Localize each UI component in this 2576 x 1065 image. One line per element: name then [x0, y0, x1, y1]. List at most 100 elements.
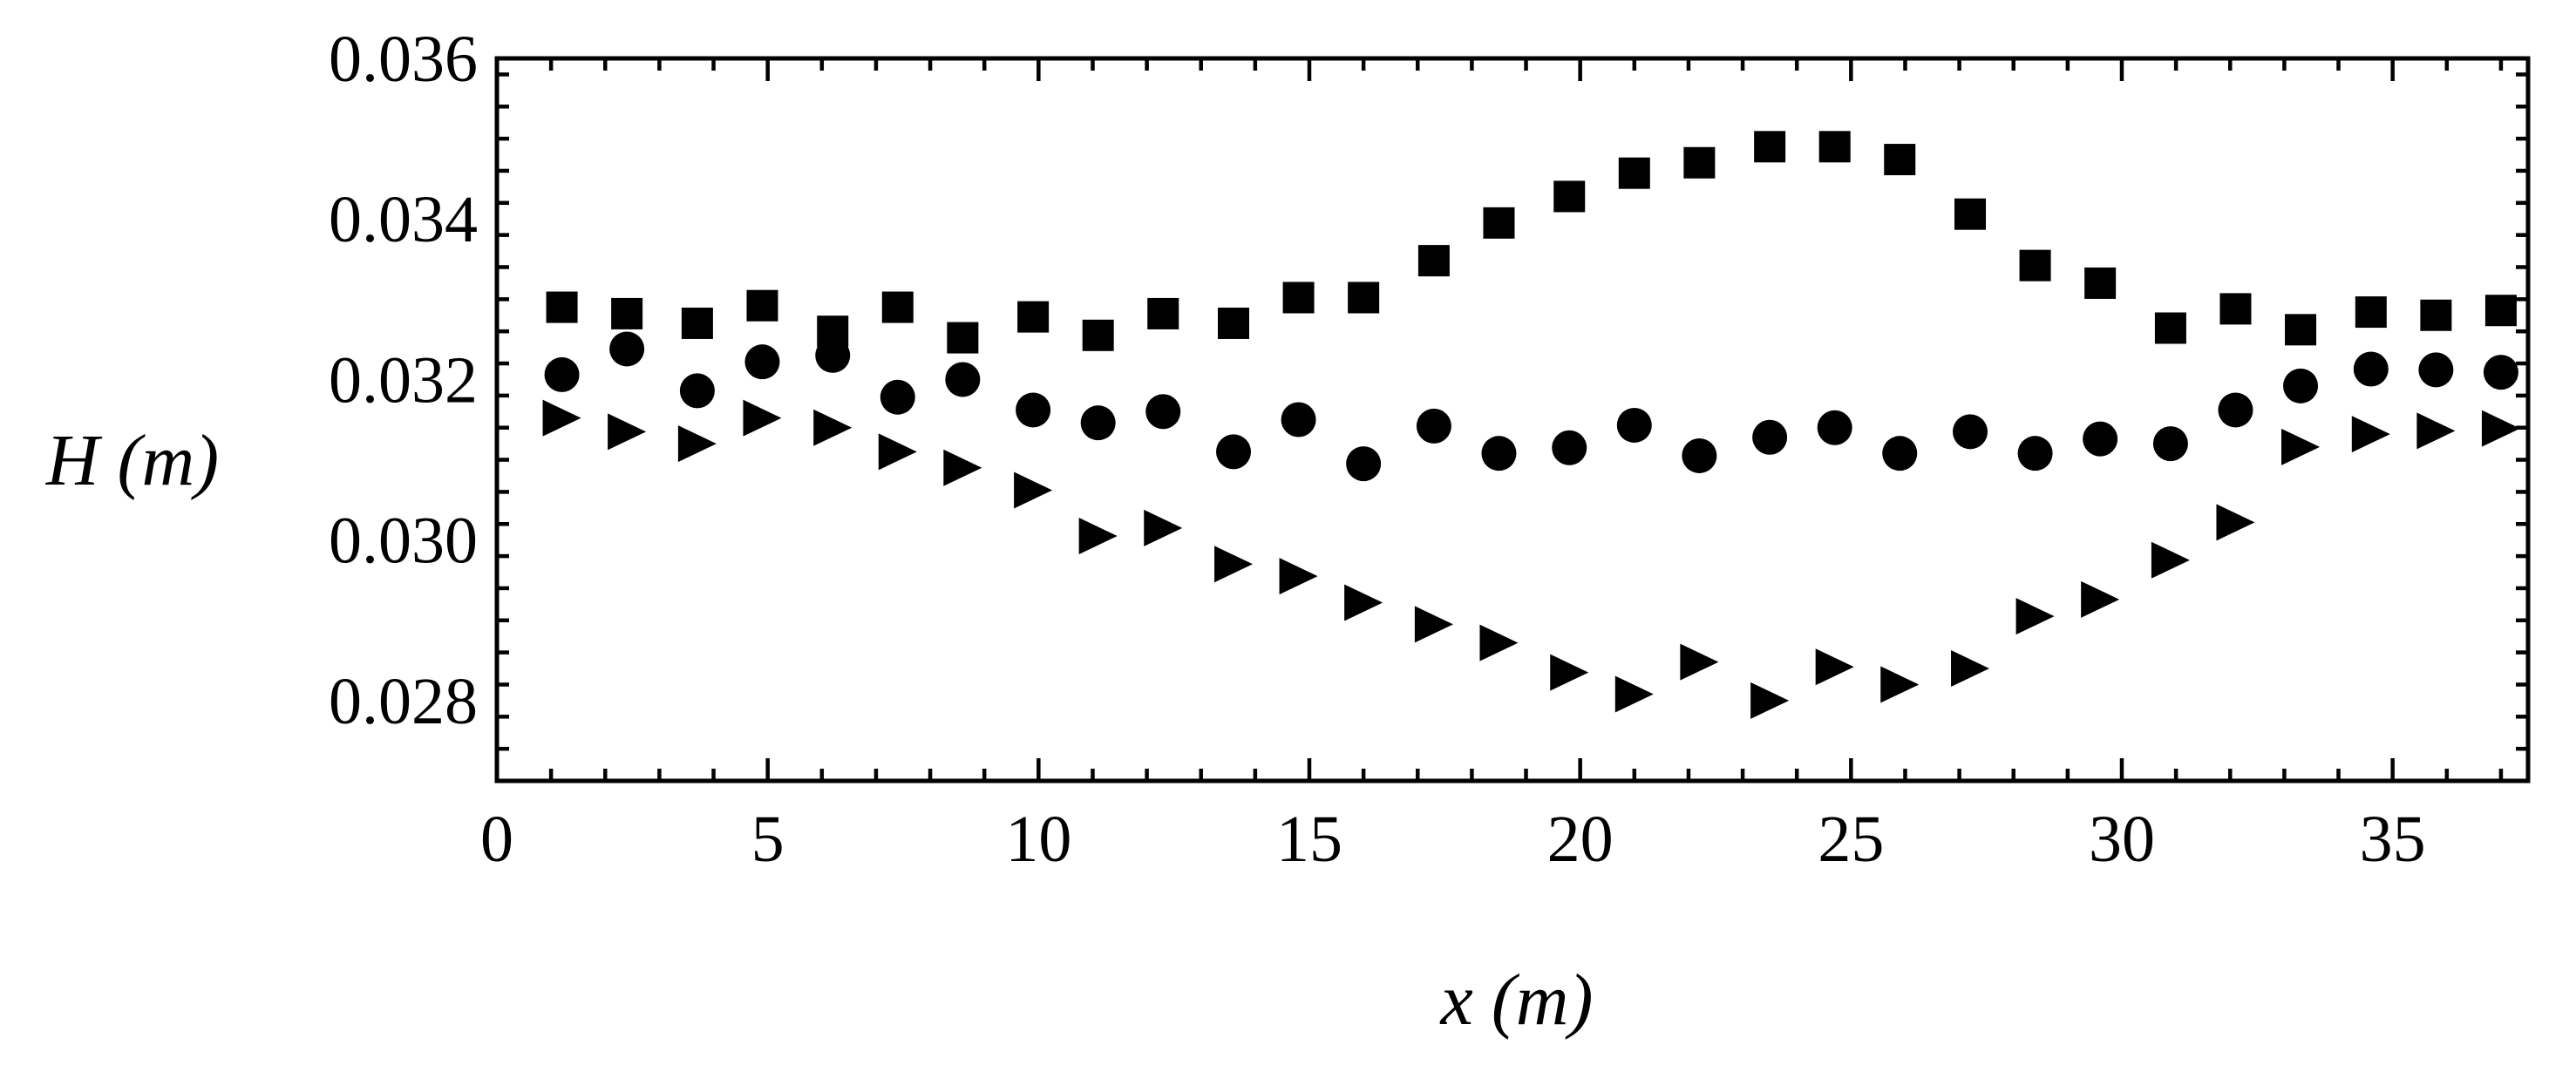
triangle-point: [1951, 650, 1990, 688]
circle-point: [544, 356, 580, 392]
x-tick-label: 5: [751, 803, 785, 876]
y-tick-label: 0.032: [329, 343, 478, 417]
triangle-point: [1880, 666, 1920, 703]
square-point: [1282, 282, 1315, 314]
square-point: [1417, 245, 1450, 277]
square-point: [2219, 293, 2252, 325]
square-point: [947, 322, 979, 354]
triangle-point: [2216, 504, 2255, 541]
square-point: [881, 291, 914, 323]
x-tick-label: 0: [480, 803, 513, 876]
circle-point: [1216, 434, 1252, 470]
square-point: [1754, 131, 1786, 163]
x-tick-label: 30: [2089, 803, 2155, 876]
y-tick-label: 0.036: [329, 23, 478, 96]
x-tick-label: 20: [1547, 803, 1614, 876]
square-point: [1082, 319, 1114, 351]
triangle-point: [1214, 546, 1254, 583]
circle-point: [1552, 430, 1587, 465]
triangle-point: [1078, 518, 1118, 555]
triangle-point: [2281, 428, 2321, 465]
circle-point: [2418, 352, 2454, 388]
circle-point: [679, 373, 715, 409]
triangle-point: [1279, 558, 1318, 595]
triangle-point: [1479, 624, 1519, 661]
series-square: [546, 131, 2517, 354]
square-point: [2420, 299, 2452, 331]
circle-point: [1817, 410, 1852, 445]
square-point: [546, 291, 578, 323]
square-point: [2285, 314, 2317, 346]
square-point: [1483, 207, 1515, 239]
circle-point: [609, 331, 645, 367]
triangle-point: [1344, 584, 1383, 621]
triangle-point: [813, 409, 853, 446]
square-point: [1818, 131, 1851, 163]
square-point: [1017, 301, 1050, 333]
series-triangle-right: [542, 399, 2520, 719]
circle-point: [1481, 436, 1517, 471]
triangle-point: [2081, 580, 2120, 618]
x-tick-label: 25: [1818, 803, 1884, 876]
circle-point: [2083, 421, 2118, 457]
square-point: [611, 297, 643, 329]
axis-ticks: [494, 58, 2528, 783]
triangle-point: [2015, 598, 2055, 635]
square-point: [1884, 144, 1916, 176]
triangle-point: [2416, 412, 2456, 450]
triangle-point: [1614, 675, 1654, 713]
circle-point: [2218, 392, 2253, 428]
triangle-point: [1680, 643, 1719, 681]
triangle-point: [1414, 606, 1453, 643]
y-axis-label: H (m): [45, 420, 219, 501]
triangle-point: [743, 399, 782, 437]
circle-point: [1416, 408, 1451, 444]
circle-point: [815, 337, 851, 373]
axis-tick-labels: 0 5 10 15 20 25 30 35 0.028 0.030 0.032 0.034 0.036: [329, 23, 2426, 876]
circle-point: [2483, 355, 2518, 390]
circle-point: [1346, 446, 1382, 482]
circle-point: [1953, 414, 1988, 450]
square-point: [1147, 297, 1179, 329]
triangle-point: [542, 399, 581, 437]
data-markers: [542, 131, 2520, 719]
circle-point: [1616, 407, 1652, 443]
circle-point: [1752, 419, 1788, 455]
circle-point: [1016, 392, 1051, 428]
square-point: [681, 307, 713, 339]
x-tick-label: 15: [1276, 803, 1342, 876]
square-point: [1954, 198, 1987, 230]
circle-point: [744, 344, 780, 380]
triangle-point: [608, 413, 647, 451]
triangle-point: [1750, 682, 1790, 719]
square-point: [1618, 157, 1650, 189]
circle-point: [2353, 351, 2389, 387]
circle-point: [880, 379, 915, 415]
triangle-point: [1550, 654, 1589, 691]
triangle-point: [878, 433, 917, 471]
triangle-point: [2351, 416, 2390, 453]
square-point: [1683, 146, 1716, 179]
x-tick-label: 10: [1005, 803, 1071, 876]
series-circle: [544, 331, 2518, 482]
square-point: [2084, 267, 2117, 299]
y-tick-label: 0.028: [329, 665, 478, 738]
circle-point: [2283, 368, 2319, 404]
circle-point: [1281, 402, 1316, 438]
triangle-point: [1815, 648, 1854, 686]
triangle-point: [677, 425, 717, 463]
triangle-point: [1144, 509, 1183, 546]
triangle-point: [943, 449, 982, 486]
plot-frame: [494, 56, 2531, 783]
square-point: [2019, 249, 2051, 282]
square-point: [1348, 282, 1380, 314]
y-tick-label: 0.030: [329, 505, 478, 578]
circle-point: [1682, 438, 1717, 473]
triangle-point: [2151, 541, 2190, 579]
circle-point: [2017, 436, 2053, 471]
circle-point: [1080, 405, 1116, 441]
square-point: [2355, 296, 2387, 329]
x-axis-label: x (m): [1439, 960, 1594, 1041]
square-point: [2484, 295, 2517, 327]
